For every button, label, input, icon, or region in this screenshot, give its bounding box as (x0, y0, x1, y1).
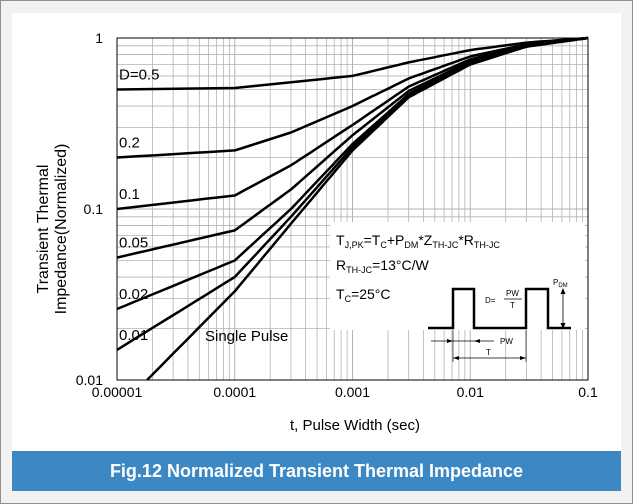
curve-label: 0.05 (119, 235, 148, 252)
pw-label: PW (500, 337, 513, 346)
pw-arrow-head (447, 339, 453, 343)
annotation-line1: TJ,PK=TC+PDM*ZTH-JC*RTH-JC (336, 232, 500, 250)
curve-single-pulse (146, 36, 589, 381)
x-axis-label: t, Pulse Width (sec) (290, 417, 420, 434)
pw-arrow-head-right (474, 339, 480, 343)
duty-denominator: T (510, 301, 515, 310)
y-tick-label: 1 (95, 30, 103, 46)
curves (116, 36, 589, 381)
pdm-arrow-head-top (560, 288, 566, 294)
annotation-backdrop (330, 222, 585, 330)
pdm-label: PDM (553, 278, 568, 289)
y-axis-label-line1: Transient Thermal (35, 165, 52, 294)
y-tick-label: 0.1 (84, 201, 104, 217)
duty-label: D= (485, 296, 496, 305)
curve-labels: D=0.5 0.2 0.1 0.05 0.02 0.01 Single Pulse (119, 66, 288, 345)
x-tick-label: 0.00001 (92, 384, 143, 400)
figure-caption: Fig.12 Normalized Transient Thermal Impe… (12, 451, 621, 491)
x-tick-label: 0.01 (457, 384, 484, 400)
curve-label: D=0.5 (119, 66, 159, 83)
period-arrow-head-right (520, 356, 526, 360)
x-tick-label: 0.0001 (213, 384, 256, 400)
x-tick-label: 0.001 (335, 384, 370, 400)
pulse-waveform (428, 287, 571, 330)
x-tick-label: 0.1 (578, 384, 598, 400)
period-label: T (486, 348, 491, 357)
curve-label: 0.2 (119, 135, 140, 152)
pulse-diagram: PDM D= PW T PW T (428, 278, 571, 362)
pdm-arrow-head-bottom (560, 323, 566, 329)
duty-numerator: PW (506, 289, 519, 298)
annotation-line3: TC=25°C (336, 286, 391, 304)
period-arrow-head-left (453, 356, 459, 360)
tick-labels: 0.00001 0.0001 0.001 0.01 0.1 0.01 0.1 1 (76, 30, 598, 400)
curve-label: 0.02 (119, 286, 148, 303)
curve-label: 0.1 (119, 186, 140, 203)
curve-label: Single Pulse (205, 328, 288, 345)
annotation-line2: RTH-JC=13°C/W (336, 257, 429, 275)
y-axis-label-line2: Impedance(Normalized) (53, 144, 70, 315)
y-tick-label: 0.01 (76, 372, 103, 388)
curve-d-0-5 (116, 36, 589, 91)
curve-label: 0.01 (119, 327, 148, 344)
